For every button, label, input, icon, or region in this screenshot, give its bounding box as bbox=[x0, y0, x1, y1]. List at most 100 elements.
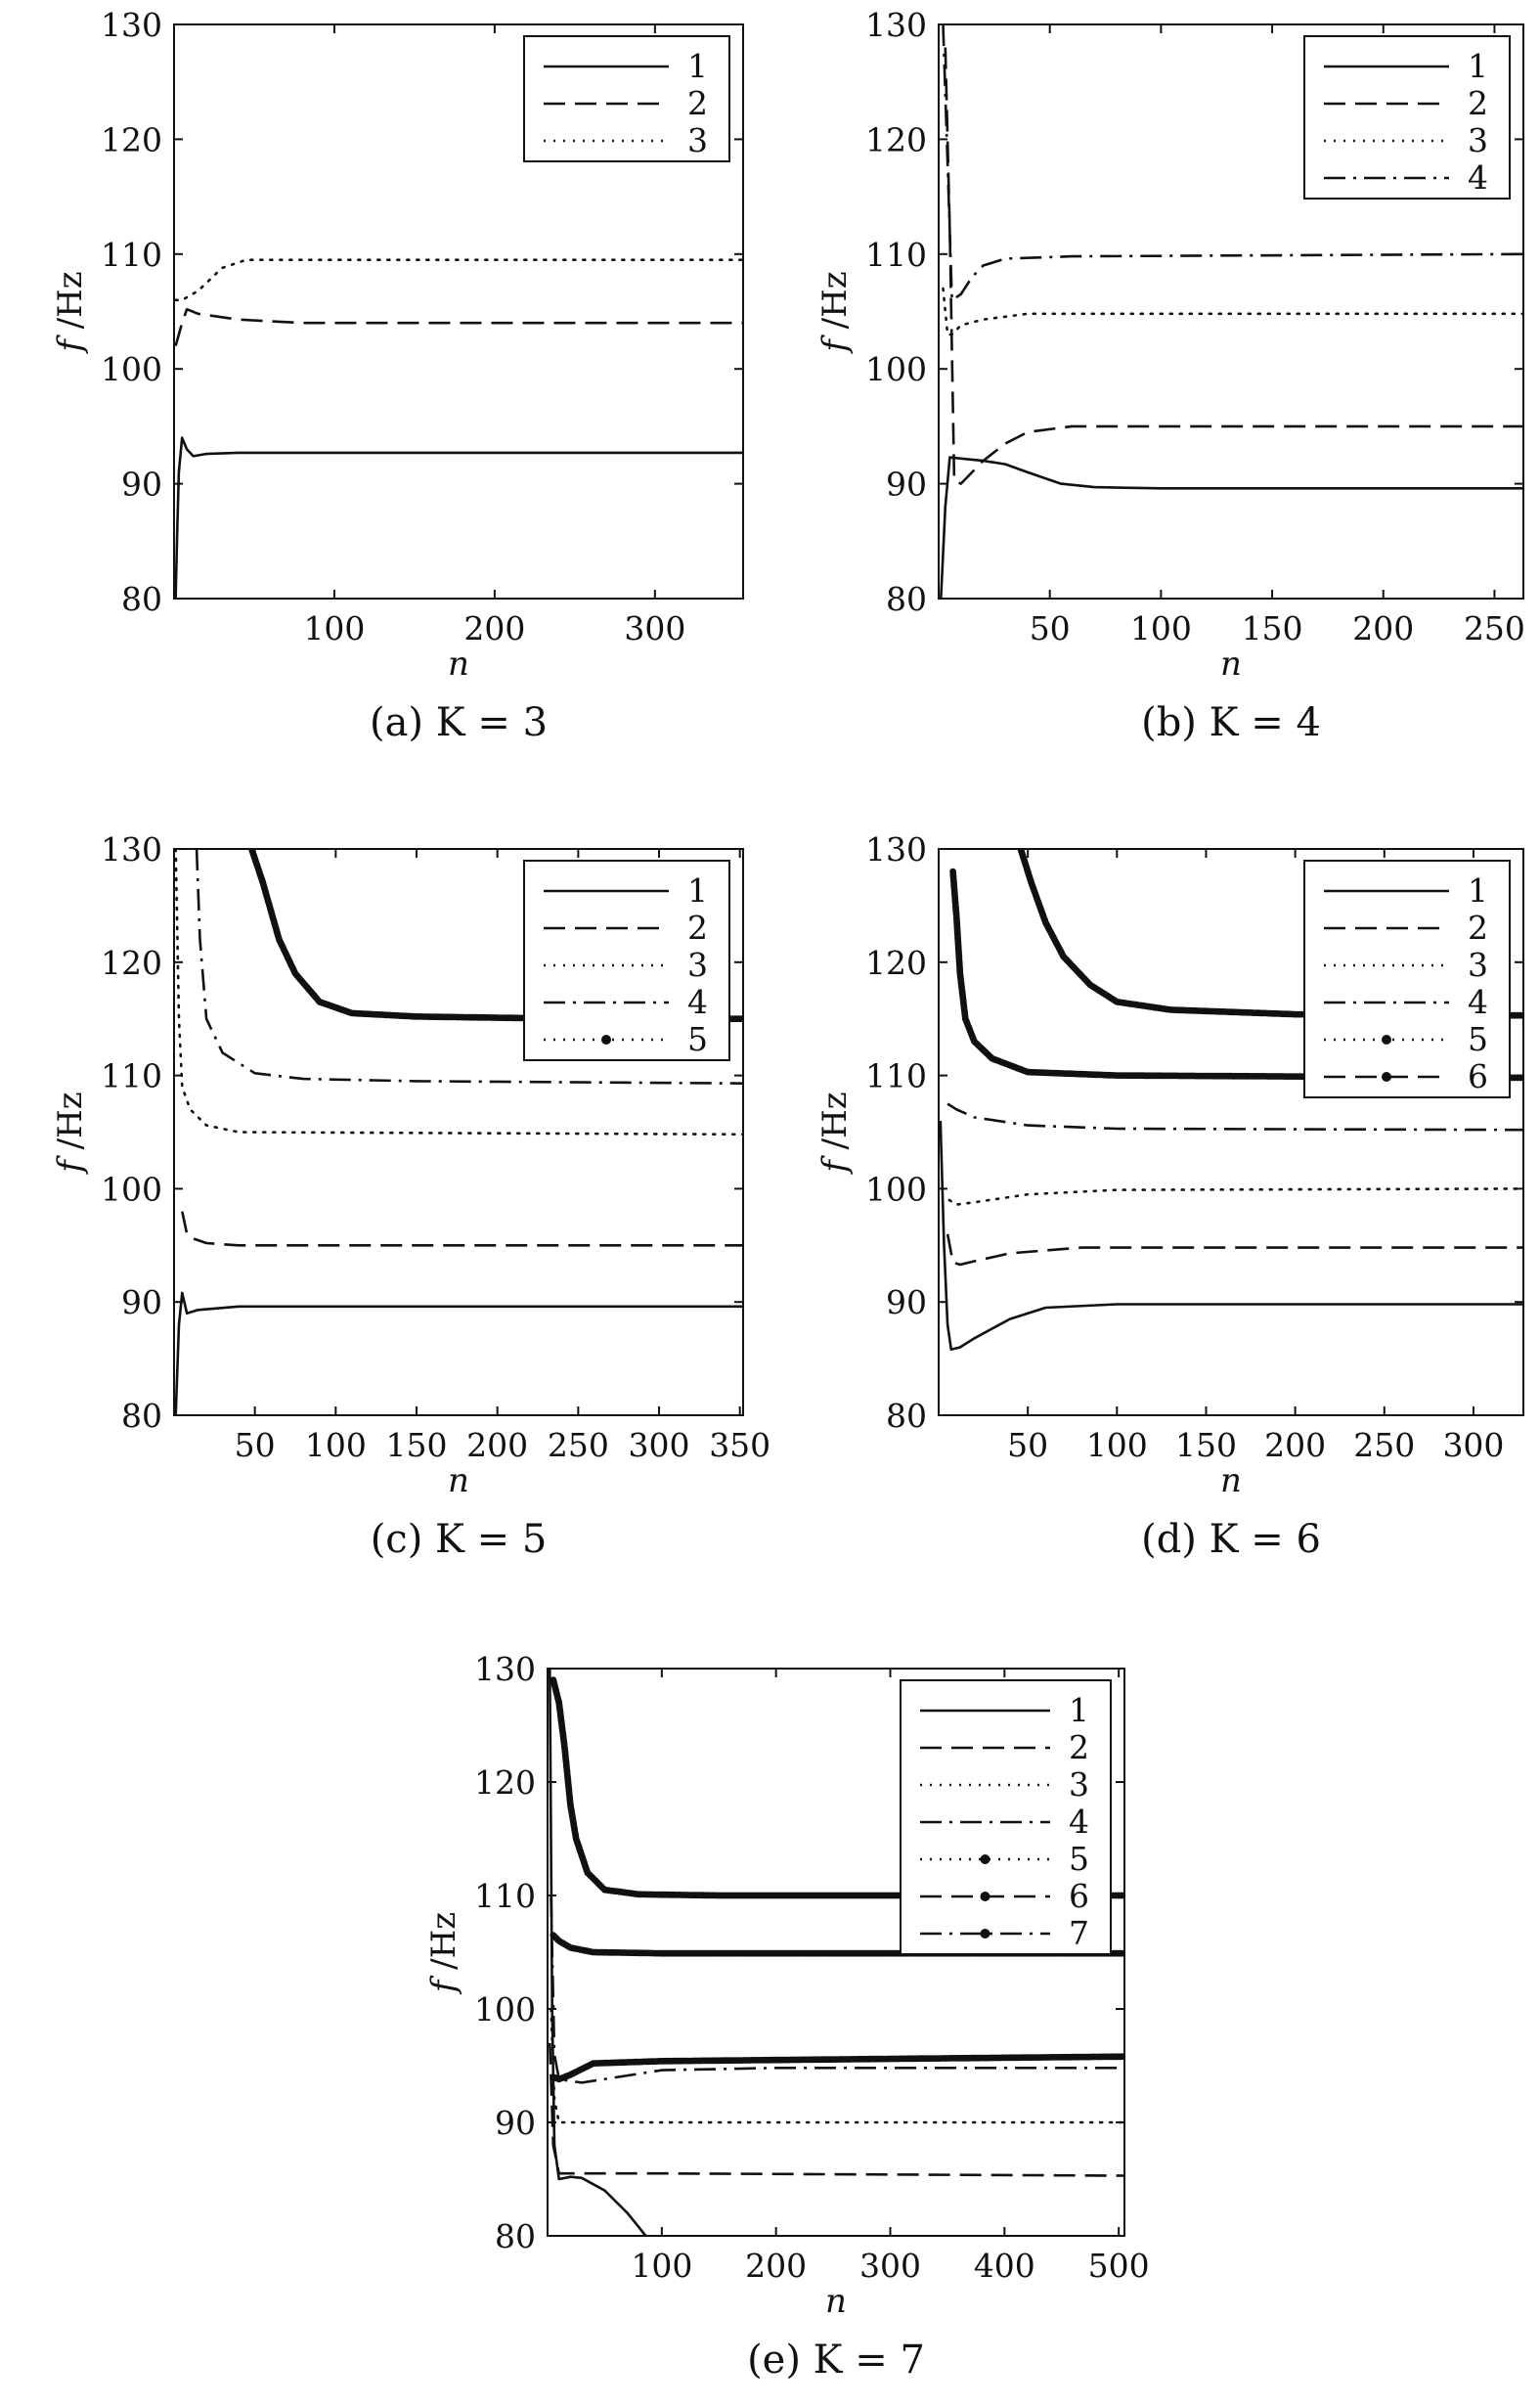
panel-c: 80 90 100 110 120 130 50 100 150 200 250 300 350 n f /… bbox=[51, 830, 770, 1562]
y-tick-label: 80 bbox=[121, 580, 162, 618]
legend-label-3: 3 bbox=[1468, 946, 1488, 984]
series-line-3 bbox=[947, 1187, 1523, 1206]
x-tick-label: 50 bbox=[235, 1426, 276, 1464]
series-line-1 bbox=[174, 1291, 743, 1415]
panel-caption: (a) K = 3 bbox=[370, 700, 548, 745]
legend-label-6: 6 bbox=[1468, 1057, 1488, 1095]
x-tick-label: 150 bbox=[1175, 1426, 1237, 1464]
series-line-2 bbox=[549, 2042, 1124, 2177]
y-tick-label: 100 bbox=[101, 350, 162, 388]
x-tick-label: 300 bbox=[624, 609, 685, 647]
series-group bbox=[549, 1669, 1124, 2236]
y-tick-label: 120 bbox=[101, 944, 162, 982]
y-axis-label: f /Hz bbox=[51, 271, 90, 354]
y-tick-label: 110 bbox=[101, 236, 162, 274]
legend-label-2: 2 bbox=[687, 84, 708, 122]
y-tick-label: 80 bbox=[121, 1397, 162, 1435]
panel-a: 80 90 100 110 120 130 100 200 300 n f /Hz (a) K = 3… bbox=[51, 6, 744, 745]
series-line-4 bbox=[946, 1102, 1523, 1132]
series-line-1 bbox=[174, 436, 743, 599]
legend-label-2: 2 bbox=[1468, 909, 1488, 947]
panel-e: 80 90 100 110 120 130 100 200 300 400 500 n f /Hz (e)… bbox=[424, 1650, 1150, 2383]
x-tick-label: 100 bbox=[305, 1426, 367, 1464]
y-axis-label: f /Hz bbox=[424, 1912, 463, 1995]
legend-label-4: 4 bbox=[687, 983, 708, 1021]
x-tick-label: 300 bbox=[859, 2247, 921, 2285]
y-axis-label: f /Hz bbox=[51, 1092, 90, 1175]
series-line-2 bbox=[944, 47, 1523, 485]
legend-label-6: 6 bbox=[1069, 1877, 1089, 1915]
x-tick-label: 150 bbox=[1242, 609, 1303, 647]
legend-label-1: 1 bbox=[687, 47, 708, 85]
y-tick-label: 100 bbox=[474, 1990, 536, 2028]
y-tick-label: 90 bbox=[495, 2104, 536, 2142]
x-tick-label: 400 bbox=[974, 2247, 1035, 2285]
y-tick-label: 100 bbox=[865, 1170, 927, 1208]
legend-label-1: 1 bbox=[1468, 47, 1488, 85]
x-tick-label: 200 bbox=[466, 1426, 528, 1464]
x-tick-label: 200 bbox=[745, 2247, 807, 2285]
y-tick-label: 120 bbox=[474, 1763, 536, 1802]
x-tick-label: 100 bbox=[631, 2247, 692, 2285]
series-line-1 bbox=[549, 1669, 648, 2236]
legend-label-1: 1 bbox=[687, 871, 708, 910]
y-axis-label: f /Hz bbox=[815, 271, 855, 354]
x-tick-label: 50 bbox=[1030, 609, 1071, 647]
legend-marker bbox=[1382, 1035, 1391, 1045]
series-line-4 bbox=[942, 24, 1523, 302]
legend-label-5: 5 bbox=[1069, 1840, 1089, 1878]
legend-label-7: 7 bbox=[1069, 1914, 1089, 1952]
legend-box bbox=[1303, 860, 1511, 1098]
series-line-1 bbox=[940, 456, 1523, 599]
x-tick-label: 250 bbox=[1353, 1426, 1415, 1464]
x-axis-label: n bbox=[825, 2282, 847, 2321]
y-tick-label: 130 bbox=[474, 1650, 536, 1688]
x-tick-label: 200 bbox=[463, 609, 525, 647]
series-line-4 bbox=[550, 1894, 1124, 2084]
x-axis-label: n bbox=[1220, 1461, 1242, 1500]
series-line-2 bbox=[946, 1233, 1523, 1267]
y-tick-label: 100 bbox=[865, 350, 927, 388]
plot-frame bbox=[938, 23, 1524, 600]
panel-caption: (d) K = 6 bbox=[1141, 1517, 1321, 1562]
x-tick-label: 300 bbox=[1442, 1426, 1504, 1464]
x-tick-label: 150 bbox=[386, 1426, 448, 1464]
legend-label-3: 3 bbox=[1069, 1765, 1089, 1804]
y-tick-label: 90 bbox=[121, 1283, 162, 1321]
x-tick-label: 100 bbox=[1130, 609, 1192, 647]
x-tick-label: 300 bbox=[629, 1426, 690, 1464]
legend-box bbox=[900, 1679, 1112, 1955]
y-tick-label: 130 bbox=[101, 6, 162, 44]
y-tick-label: 130 bbox=[865, 830, 927, 869]
x-tick-label: 100 bbox=[303, 609, 365, 647]
y-tick-label: 80 bbox=[886, 1397, 927, 1435]
plot-frame bbox=[938, 848, 1524, 1416]
legend-label-3: 3 bbox=[687, 121, 708, 159]
legend-box bbox=[523, 860, 730, 1061]
y-tick-label: 90 bbox=[886, 466, 927, 504]
x-tick-label: 200 bbox=[1264, 1426, 1326, 1464]
legend-label-4: 4 bbox=[1468, 983, 1488, 1021]
series-line-2 bbox=[181, 1211, 743, 1247]
legend: 123 bbox=[523, 35, 730, 162]
legend-marker bbox=[980, 1854, 990, 1864]
panel-caption: (b) K = 4 bbox=[1141, 700, 1321, 745]
x-tick-label: 50 bbox=[1007, 1426, 1048, 1464]
y-tick-label: 120 bbox=[865, 120, 927, 158]
series-group bbox=[940, 24, 1523, 599]
series-line-3 bbox=[174, 258, 743, 302]
y-tick-label: 100 bbox=[101, 1170, 162, 1208]
series-markers-7 bbox=[550, 2053, 1124, 2083]
plot-frame bbox=[547, 1668, 1125, 2237]
x-axis-label: n bbox=[448, 1461, 469, 1500]
legend-marker bbox=[601, 1035, 611, 1045]
legend-label-3: 3 bbox=[687, 946, 708, 984]
plot-frame bbox=[173, 23, 744, 600]
legend-label-4: 4 bbox=[1468, 158, 1488, 197]
y-tick-label: 90 bbox=[121, 466, 162, 504]
legend-label-3: 3 bbox=[1468, 121, 1488, 159]
legend-marker bbox=[980, 1929, 990, 1939]
